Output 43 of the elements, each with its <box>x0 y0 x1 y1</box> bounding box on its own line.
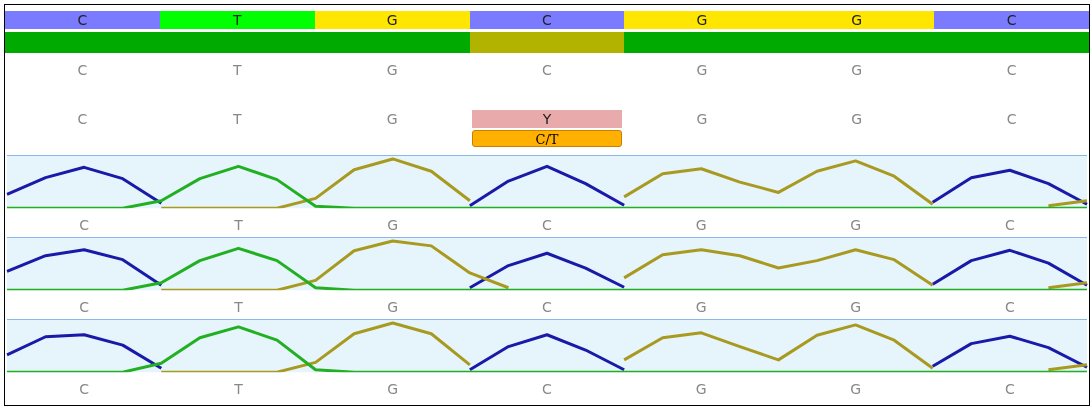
x-tick-label: G <box>695 217 707 234</box>
x-tick-label: G <box>695 381 707 398</box>
x-tick-label: C <box>1004 299 1015 316</box>
x-tick-label: G <box>850 381 861 398</box>
x-tick-label: T <box>233 381 244 398</box>
text: G <box>696 62 708 78</box>
text: G <box>851 111 863 127</box>
x-tick-label: C <box>79 381 90 398</box>
x-tick-label: G <box>387 217 399 234</box>
text: T <box>232 111 242 127</box>
x-tick-label: G <box>387 381 399 398</box>
x-tick-label: C <box>79 299 90 316</box>
x-tick-label: G <box>850 217 861 234</box>
x-tick-label: T <box>233 299 244 316</box>
text: C <box>1006 62 1017 78</box>
x-tick-label: C <box>542 381 553 398</box>
text: G <box>851 62 863 78</box>
text: G <box>386 62 398 78</box>
x-tick-label: C <box>542 299 553 316</box>
category-label: G <box>624 11 780 29</box>
category-label: C <box>469 11 625 29</box>
x-tick-label: C <box>1004 381 1015 398</box>
text: T <box>232 62 242 78</box>
category-label: T <box>159 11 315 29</box>
text: C/T <box>535 132 559 147</box>
x-tick-label: C <box>79 217 90 234</box>
text: G <box>386 111 398 127</box>
text: C <box>77 62 88 78</box>
category-label: C <box>934 11 1089 29</box>
x-tick-label: T <box>233 217 244 234</box>
text: C <box>77 111 88 127</box>
text: Y <box>542 111 552 127</box>
x-tick-label: C <box>1004 217 1015 234</box>
text: C <box>542 62 552 78</box>
category-label: G <box>779 11 935 29</box>
category-label: G <box>314 11 470 29</box>
text: G <box>696 111 708 127</box>
x-tick-label: G <box>850 299 861 316</box>
x-tick-label: G <box>695 299 707 316</box>
category-label: C <box>5 11 160 29</box>
text: C <box>1006 111 1017 127</box>
x-tick-label: G <box>387 299 399 316</box>
x-tick-label: C <box>542 217 553 234</box>
